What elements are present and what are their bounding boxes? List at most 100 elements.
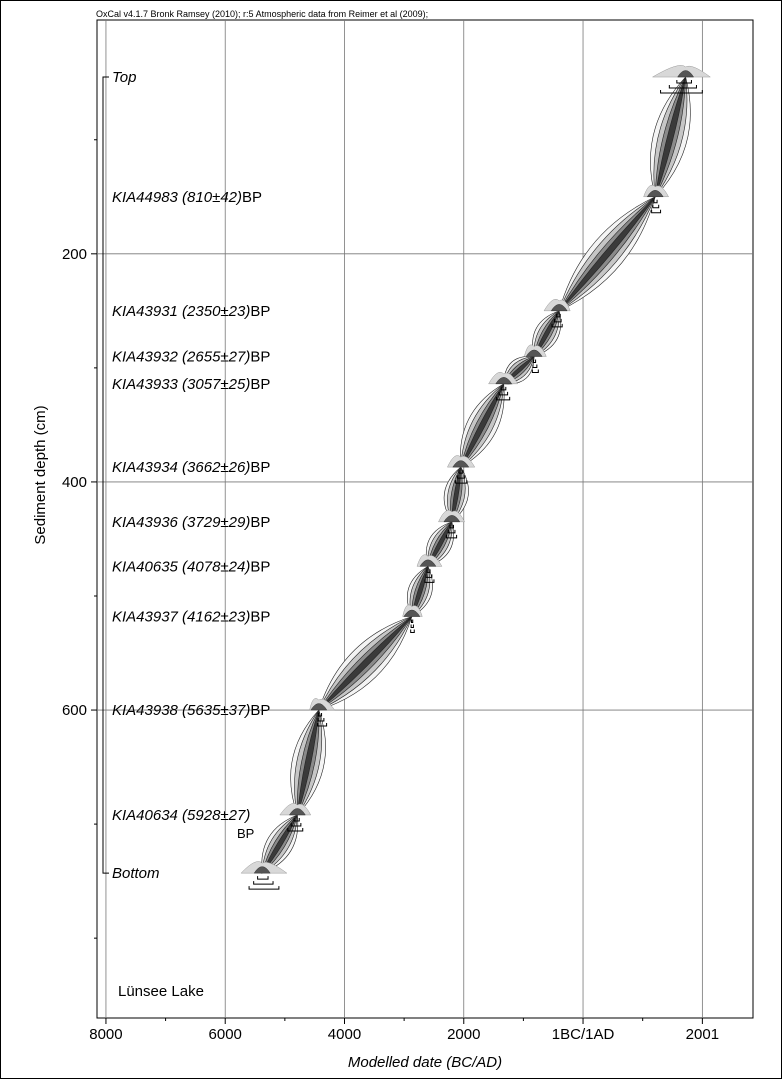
sample-label: KIA40635 (4078±24)BP: [112, 558, 270, 575]
sample-unit: BP: [250, 348, 270, 365]
sample-label: KIA43934 (3662±26)BP: [112, 459, 270, 476]
posterior-distribution: [677, 70, 695, 78]
grid-lines: [97, 20, 753, 1018]
posterior-distribution: [253, 866, 271, 874]
range-bracket: [257, 876, 269, 880]
x-tick-label: 8000: [89, 1026, 122, 1043]
sample-unit: BP: [242, 189, 262, 206]
range-bracket: [447, 529, 456, 534]
range-bracket: [293, 817, 300, 822]
range-bracket: [532, 364, 538, 368]
range-bracket: [668, 85, 697, 89]
sample-name: Bottom: [112, 865, 160, 882]
sample-age: (3057±25): [178, 376, 250, 393]
sample-name: Top: [112, 69, 136, 86]
sample-unit: BP: [250, 303, 270, 320]
range-bracket: [454, 480, 468, 484]
range-bracket: [410, 619, 414, 624]
sample-name: KIA40635: [112, 558, 179, 575]
sample-label: Bottom: [112, 865, 160, 882]
sample-age: (3729±29): [178, 514, 250, 531]
posterior-distribution: [403, 609, 421, 617]
x-tick-label: 4000: [328, 1026, 361, 1043]
sample-name: KIA44983: [112, 189, 179, 206]
range-bracket: [410, 624, 414, 629]
sample-name: KIA43934: [112, 459, 178, 476]
range-bracket: [287, 827, 304, 832]
sample-age: (5635±37): [178, 702, 250, 719]
range-bracket: [533, 359, 537, 363]
posterior-distribution: [443, 515, 461, 523]
range-bracket: [424, 579, 435, 583]
range-bracket: [500, 386, 507, 391]
range-bracket: [458, 470, 464, 474]
sample-name: KIA43936: [112, 514, 179, 531]
range-bracket: [531, 369, 539, 373]
sample-name: KIA43937: [112, 609, 179, 626]
sample-age: (2350±23): [178, 303, 250, 320]
range-bracket: [456, 475, 466, 479]
sample-age: (4162±23): [178, 609, 250, 626]
sample-label: KIA43937 (4162±23)BP: [112, 609, 270, 626]
range-bracket: [248, 886, 280, 890]
range-bracket: [652, 204, 660, 209]
range-bracket: [496, 396, 511, 401]
range-bracket: [660, 90, 703, 94]
range-bracket: [556, 313, 561, 318]
range-bracket: [317, 718, 325, 722]
sample-unit: BP: [250, 609, 270, 626]
y-tick-label: 600: [62, 702, 87, 719]
range-bracket: [449, 524, 455, 529]
sample-label: KIA43932 (2655±27)BP: [112, 348, 270, 365]
range-bracket: [551, 323, 563, 328]
posterior-distribution: [550, 304, 568, 312]
header-note: OxCal v4.1.7 Bronk Ramsey (2010); r:5 At…: [96, 9, 428, 19]
range-bracket: [498, 391, 509, 396]
range-bracket: [554, 318, 562, 323]
x-tick-label: 6000: [209, 1026, 242, 1043]
sample-label: KIA43931 (2350±23)BP: [112, 303, 270, 320]
range-bracket: [651, 209, 662, 214]
sample-label: Top: [112, 69, 136, 86]
model-envelope: [261, 76, 691, 875]
range-bracket: [676, 80, 692, 84]
sample-unit: BP: [250, 514, 270, 531]
y-tick-label: 400: [62, 474, 87, 491]
posterior-distribution: [452, 460, 470, 468]
sample-unit: BP: [250, 376, 270, 393]
model-segment: [318, 616, 413, 711]
range-bracket: [317, 723, 328, 727]
sample-name: KIA40634: [112, 807, 178, 824]
sample-age: (810±42): [178, 189, 242, 206]
site-label: Lünsee Lake: [118, 983, 204, 1000]
sample-name: KIA43931: [112, 303, 178, 320]
sample-label: KIA40634 (5928±27) BP: [112, 807, 254, 841]
y-axis-ticks: 200 400 600: [62, 139, 97, 939]
posterior-distribution: [419, 559, 437, 567]
sample-age: (2655±27): [178, 348, 250, 365]
range-bracket: [317, 713, 323, 717]
range-bracket: [425, 574, 433, 578]
sample-age: (4078±24): [178, 558, 250, 575]
sample-unit: BP: [237, 826, 254, 841]
x-tick-label: 1BC/1AD: [552, 1026, 615, 1043]
x-tick-label: 2001: [686, 1026, 719, 1043]
sample-label: KIA43936 (3729±29)BP: [112, 514, 270, 531]
range-bracket: [653, 199, 658, 204]
sample-unit: BP: [250, 558, 270, 575]
x-axis-label: Modelled date (BC/AD): [348, 1054, 502, 1071]
sample-name: KIA43932: [112, 348, 179, 365]
range-bracket: [426, 569, 431, 573]
likelihood-distribution: [651, 65, 712, 78]
model-depth-bracket: [102, 76, 109, 874]
y-axis-label: Sediment depth (cm): [32, 405, 49, 544]
range-bracket: [290, 822, 302, 827]
sample-unit: BP: [250, 459, 270, 476]
x-axis-ticks: 8000 6000 4000 2000 1BC/1AD 2001: [89, 1018, 719, 1043]
sample-age: (5928±27): [178, 807, 250, 824]
sample-name: KIA43938: [112, 702, 179, 719]
y-tick-label: 200: [62, 246, 87, 263]
sample-label: KIA43933 (3057±25)BP: [112, 376, 270, 393]
